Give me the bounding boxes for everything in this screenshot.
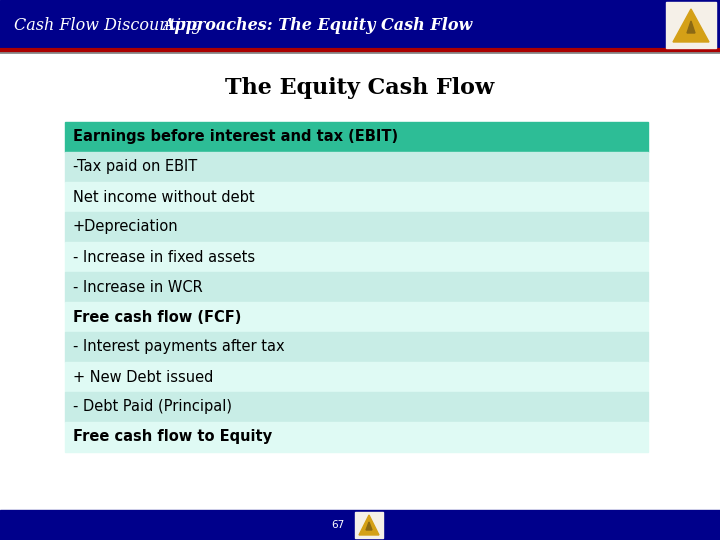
Polygon shape [366, 522, 372, 530]
Text: Cash Flow Discounting: Cash Flow Discounting [14, 17, 207, 33]
Text: Free cash flow to Equity: Free cash flow to Equity [73, 429, 272, 444]
Text: 67: 67 [331, 520, 345, 530]
Bar [666, 2, 716, 48]
Text: + New Debt issued: + New Debt issued [73, 369, 213, 384]
Polygon shape [687, 21, 695, 33]
Bar [65, 362, 648, 392]
Text: - Increase in fixed assets: - Increase in fixed assets [73, 249, 255, 265]
Bar [65, 212, 648, 242]
Text: - Increase in WCR: - Increase in WCR [73, 280, 203, 294]
Text: Approaches: The Equity Cash Flow: Approaches: The Equity Cash Flow [162, 17, 472, 33]
Text: Earnings before interest and tax (EBIT): Earnings before interest and tax (EBIT) [73, 130, 398, 145]
Text: Net income without debt: Net income without debt [73, 190, 255, 205]
Text: - Debt Paid (Principal): - Debt Paid (Principal) [73, 400, 232, 415]
Bar [65, 122, 648, 152]
Bar [0, 510, 720, 540]
Text: -Tax paid on EBIT: -Tax paid on EBIT [73, 159, 197, 174]
Bar [0, 0, 720, 50]
Text: Free cash flow (FCF): Free cash flow (FCF) [73, 309, 241, 325]
Polygon shape [359, 515, 379, 535]
Bar [65, 422, 648, 452]
Bar [355, 512, 383, 538]
Text: - Interest payments after tax: - Interest payments after tax [73, 340, 284, 354]
Text: +Depreciation: +Depreciation [73, 219, 179, 234]
Bar [65, 392, 648, 422]
Bar [65, 242, 648, 272]
Bar [65, 152, 648, 182]
Bar [65, 272, 648, 302]
Bar [65, 332, 648, 362]
Polygon shape [673, 9, 709, 42]
Bar [65, 182, 648, 212]
Bar [65, 302, 648, 332]
Text: The Equity Cash Flow: The Equity Cash Flow [225, 77, 495, 99]
